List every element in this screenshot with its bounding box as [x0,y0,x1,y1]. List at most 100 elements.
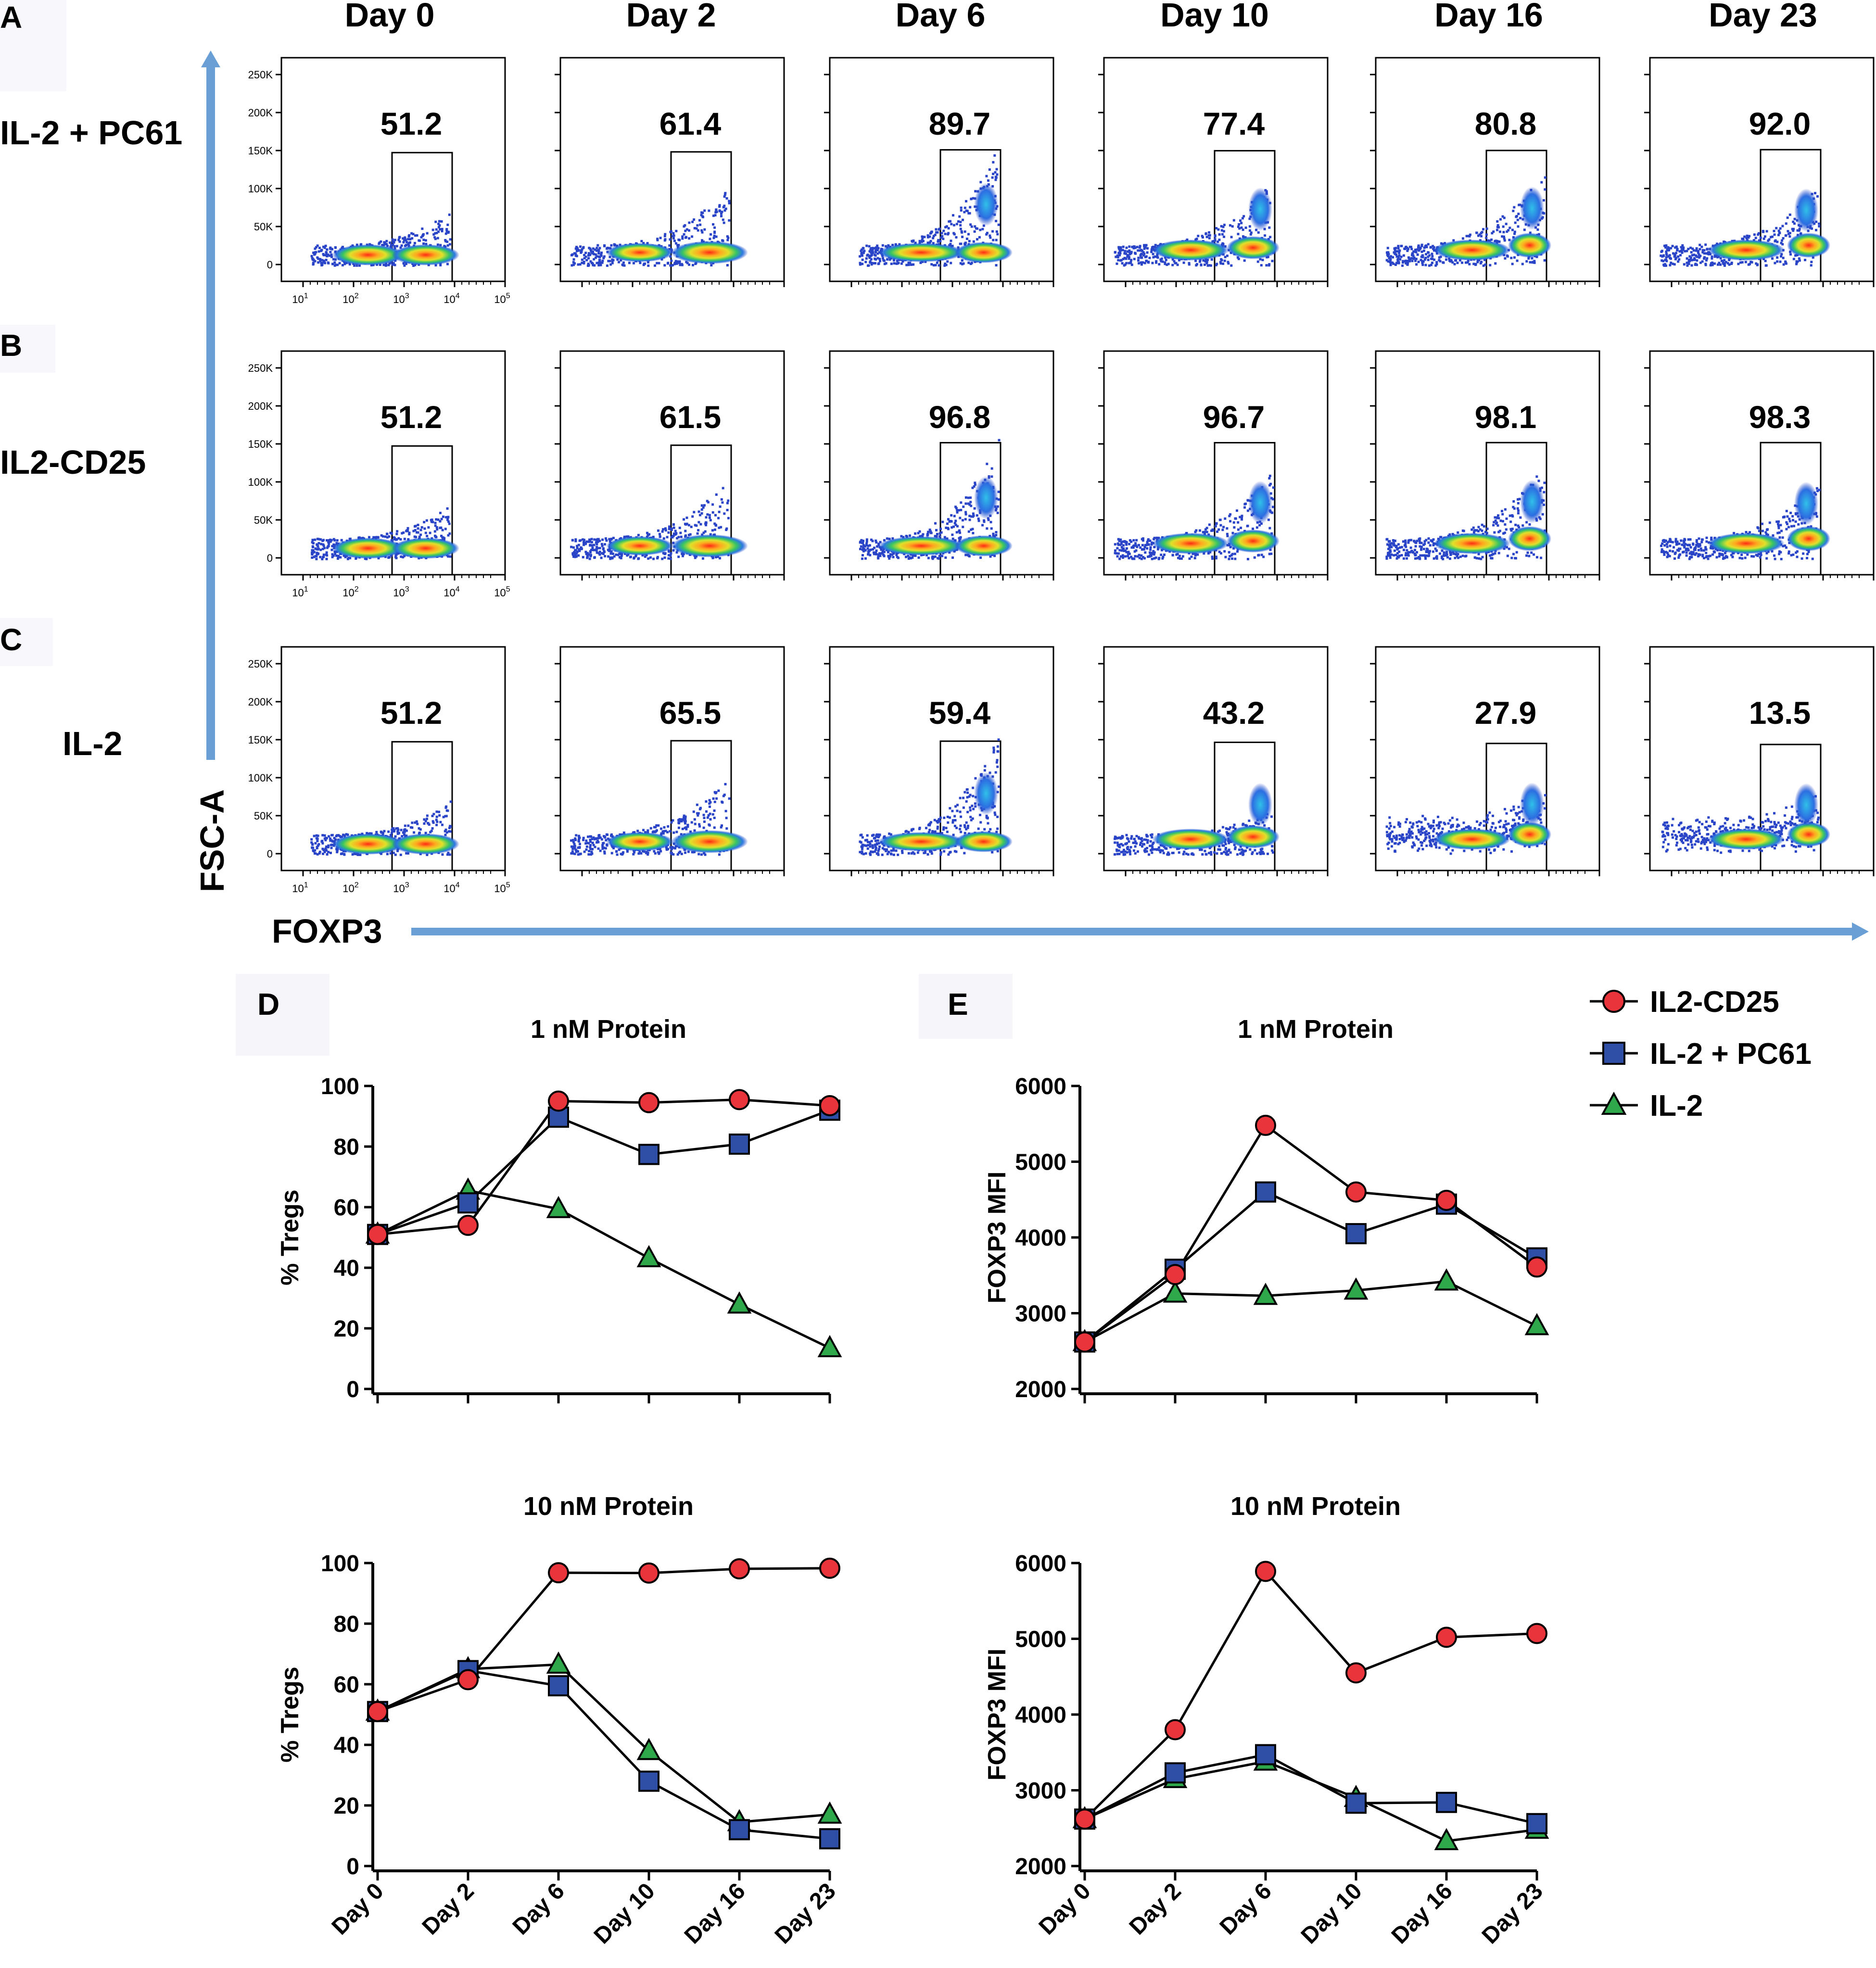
flow-plot-r1-c1: 61.5 [555,350,785,580]
flow-event-dot [694,524,697,527]
flow-event-dot [888,557,891,560]
flow-event-dot [325,553,328,556]
flow-event-dot [423,527,426,530]
flow-event-dot [316,256,319,259]
flow-event-dot [410,232,413,235]
flow-event-dot [932,264,935,266]
flow-event-dot [611,262,614,265]
flow-event-dot [1389,258,1392,261]
flow-event-dot [1143,262,1146,265]
flow-event-dot [441,529,444,531]
flow-event-dot [447,555,450,558]
flow-event-dot [387,264,390,266]
day-header-16: Day 16 [1434,0,1543,34]
flow-event-dot [1140,554,1143,557]
flow-event-dot [1664,258,1667,261]
flow-y-tick-label: 100K [248,476,273,488]
flow-event-dot [382,244,385,247]
flow-event-dot [711,529,714,532]
flow-event-dot [617,554,620,556]
flow-event-dot [1423,246,1426,249]
flow-event-dot [1147,539,1150,542]
flow-event-dot [868,549,871,552]
flow-event-dot [438,220,441,223]
flow-event-dot [982,224,985,227]
flow-event-dot [1662,254,1665,257]
flow-event-dot [722,218,724,221]
flow-event-dot [1226,534,1229,537]
flow-event-dot [1396,547,1399,550]
flow-event-dot [1418,248,1421,251]
flow-event-dot [912,240,915,242]
flow-event-dot [1152,245,1155,248]
flow-event-dot [662,528,665,531]
flow-event-dot [406,238,409,240]
flow-event-dot [1152,252,1154,255]
flow-density-tail [1520,187,1544,230]
flow-event-dot [1689,246,1692,249]
flow-event-dot [1211,557,1214,560]
flow-event-dot [1255,228,1258,231]
flow-event-dot [1479,528,1482,531]
flow-event-dot [343,263,346,265]
flow-event-dot [601,544,604,547]
flow-event-dot [1481,523,1483,526]
flow-event-dot [1226,254,1229,257]
flow-event-dot [414,525,417,528]
flow-event-dot [1497,530,1500,533]
flow-event-dot [324,244,327,247]
flow-event-dot [954,519,957,522]
flow-event-dot [955,507,958,510]
flow-event-dot [946,522,949,525]
flow-event-dot [321,557,324,560]
flow-event-dot [1128,245,1131,248]
flow-event-dot [1490,238,1493,241]
flow-event-dot [876,257,879,260]
flow-event-dot [1120,546,1123,549]
flow-event-dot [699,223,702,226]
flow-event-dot [1407,552,1409,555]
flow-event-dot [958,537,961,540]
flow-event-dot [886,258,889,261]
flow-event-dot [1496,521,1498,524]
flow-event-dot [996,173,999,176]
flow-event-dot [1118,557,1121,560]
flow-event-dot [1474,529,1477,532]
flow-event-dot [448,522,451,525]
flow-event-dot [1215,227,1218,230]
flow-event-dot [1130,540,1133,543]
flow-event-dot [1397,247,1400,250]
flow-event-dot [918,530,921,533]
flow-event-dot [1143,247,1146,250]
flow-event-dot [590,548,593,551]
flow-event-dot [434,238,437,240]
flow-event-dot [1785,234,1787,237]
flow-event-dot [940,232,943,235]
flow-event-dot [1388,551,1391,554]
flow-event-dot [1119,249,1122,252]
flow-event-dot [384,535,387,538]
flow-event-dot [669,557,672,560]
flow-gate [939,442,1001,576]
flow-event-dot [714,514,717,517]
flow-event-dot [669,238,672,241]
flow-event-dot [1503,237,1506,240]
flow-event-dot [1229,555,1231,557]
flow-event-dot [1408,539,1411,542]
flow-event-dot [723,209,726,212]
flow-event-dot [1164,263,1166,265]
flow-event-dot [315,548,318,551]
flow-event-dot [588,557,591,560]
flow-event-dot [579,548,582,551]
flow-event-dot [1120,541,1123,543]
flow-event-dot [910,557,913,560]
flow-event-dot [941,520,944,523]
flow-event-dot [1125,262,1128,265]
flow-event-dot [1737,263,1740,265]
flow-event-dot [1527,257,1530,260]
flow-event-dot [954,523,957,526]
flow-event-dot [1389,556,1392,559]
flow-event-dot [332,258,335,261]
flow-event-dot [1518,498,1521,501]
flow-event-dot [964,554,967,556]
